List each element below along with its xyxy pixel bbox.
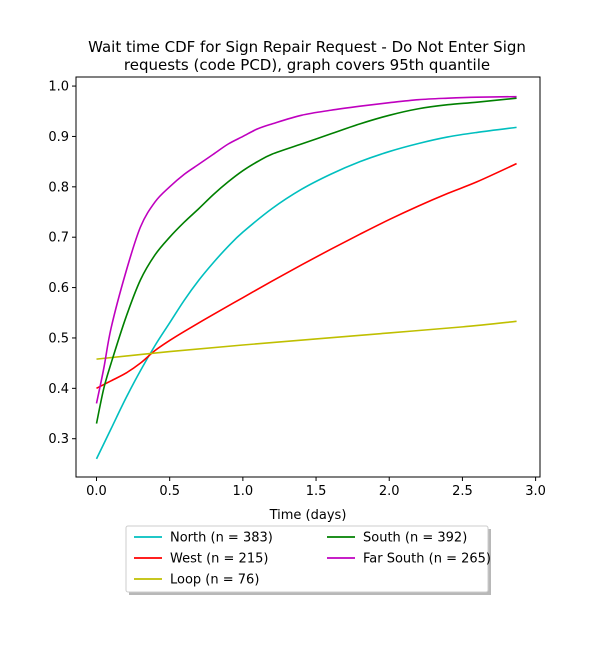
y-tick-label: 1.0 [48,80,69,95]
legend: North (n = 383) West (n = 215) Loop (n = 7… [125,525,491,595]
chart-title-line1: Wait time CDF for Sign Repair Request - … [88,38,526,56]
x-tick-label: 3.0 [525,484,546,499]
y-tick-label: 0.3 [48,432,69,447]
x-tick-label: 0.0 [86,484,107,499]
y-axis-ticks: 0.3 0.4 0.5 0.6 0.7 0.8 0.9 1.0 [48,80,76,447]
legend-box [125,525,489,593]
legend-entries: North (n = 383) West (n = 215) Loop (n = 7… [134,531,491,588]
x-tick-label: 2.0 [379,484,400,499]
plot-frame [75,76,541,478]
legend-label-2: Loop (n = 76) [170,573,259,588]
legend-label-1: West (n = 215) [170,552,268,567]
y-tick-label: 0.8 [48,180,69,195]
y-tick-label: 0.4 [48,382,69,397]
x-tick-label: 0.5 [159,484,180,499]
chart-title-line2: requests (code PCD), graph covers 95th q… [124,56,490,74]
x-tick-label: 1.0 [233,484,254,499]
series-line-3 [95,97,517,424]
series-line-4 [95,95,517,404]
y-tick-label: 0.5 [48,331,69,346]
series-line-2 [96,320,517,360]
y-tick-label: 0.9 [48,130,69,145]
y-tick-label: 0.7 [48,231,69,246]
x-axis-ticks: 0.0 0.5 1.0 1.5 2.0 2.5 3.0 [86,477,546,499]
x-tick-label: 2.5 [452,484,473,499]
legend-label-3: South (n = 392) [363,531,467,546]
plot-lines [95,95,517,460]
y-tick-label: 0.6 [48,281,69,296]
series-line-1 [96,162,517,390]
series-line-0 [95,126,517,460]
legend-label-0: North (n = 383) [170,531,273,546]
x-axis-label: Time (days) [269,508,347,523]
legend-label-4: Far South (n = 265) [363,552,491,567]
x-tick-label: 1.5 [306,484,327,499]
